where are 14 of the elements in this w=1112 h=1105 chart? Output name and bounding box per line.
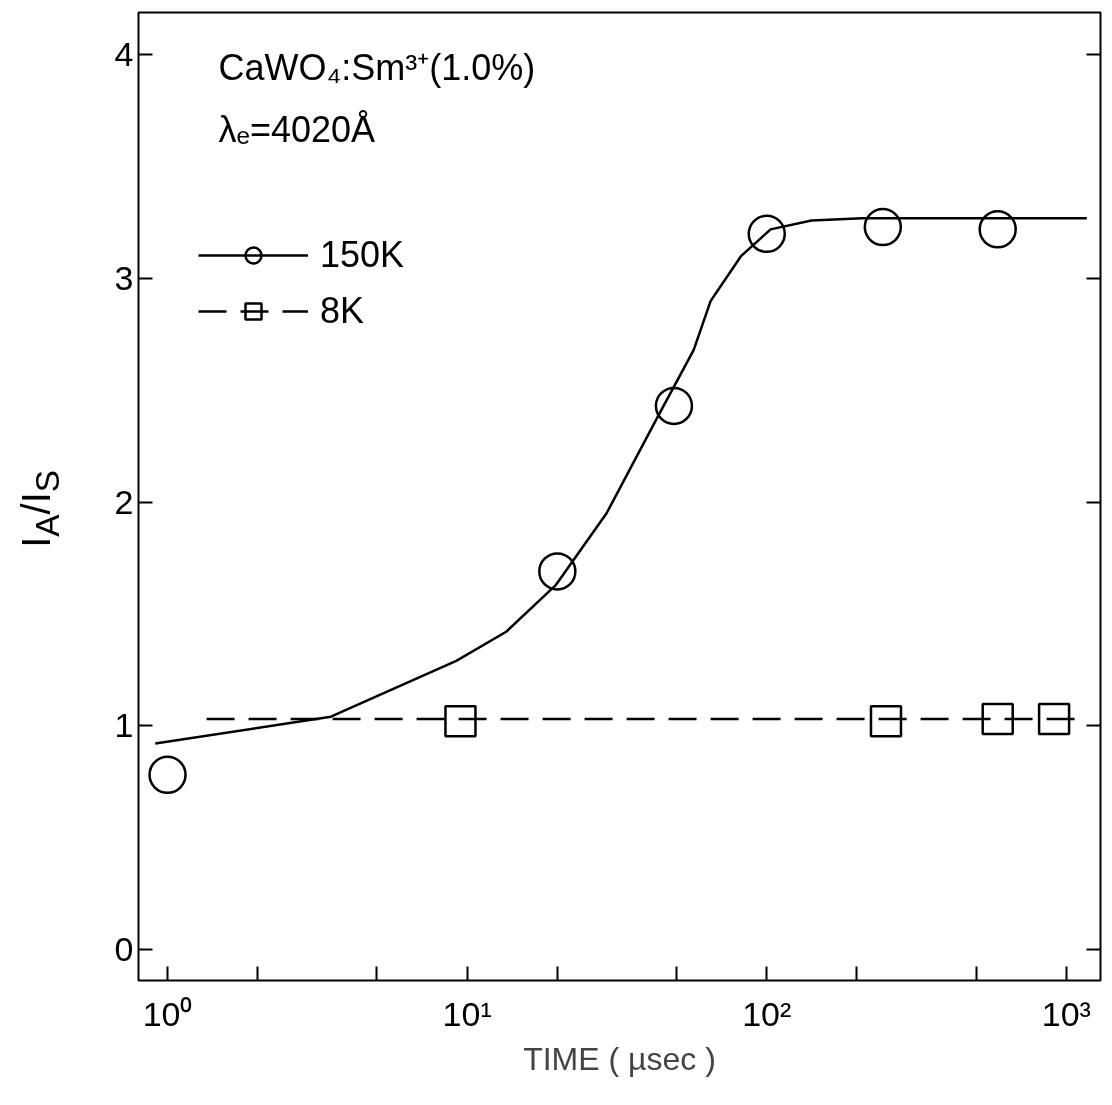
y-tick-label: 3 — [114, 259, 134, 298]
x-tick-label: 10⁰ — [142, 994, 193, 1033]
x-axis-title: TIME ( µsec ) — [523, 1040, 716, 1077]
y-tick-label: 1 — [114, 706, 134, 745]
x-tick-label: 10² — [742, 994, 792, 1033]
annotation: λₑ=4020Å — [218, 108, 375, 150]
x-tick-label: 10¹ — [442, 994, 492, 1033]
legend-label: 150K — [320, 234, 405, 276]
y-tick-label: 4 — [114, 35, 134, 74]
y-tick-label: 2 — [114, 482, 134, 521]
x-tick-label: 10³ — [1041, 994, 1091, 1033]
annotation: CaWO₄:Sm³⁺(1.0%) — [218, 46, 536, 88]
legend-label: 8K — [320, 290, 365, 332]
y-tick-label: 0 — [114, 929, 134, 968]
